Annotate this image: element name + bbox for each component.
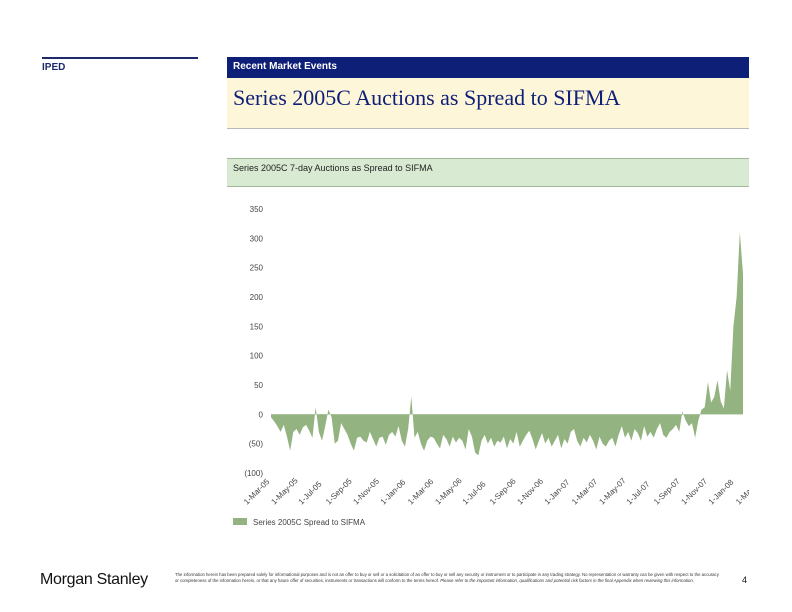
chart-header: Series 2005C 7-day Auctions as Spread to…: [227, 158, 749, 187]
x-tick-label: 1-May-06: [433, 476, 464, 507]
y-tick-label: 250: [250, 264, 264, 273]
chart-legend: Series 2005C Spread to SIFMA: [233, 518, 366, 527]
x-tick-label: 1-Jan-07: [543, 477, 572, 506]
chart-subtitle: Series 2005C 7-day Auctions as Spread to…: [233, 163, 433, 173]
x-tick-label: 1-Mar-06: [406, 477, 436, 507]
x-tick-label: 1-Jul-07: [625, 479, 652, 506]
legend-label: Series 2005C Spread to SIFMA: [253, 518, 366, 527]
x-tick-label: 1-May-07: [597, 476, 628, 507]
x-tick-label: 1-Mar-05: [242, 477, 272, 507]
x-tick-label: 1-Nov-05: [351, 476, 381, 506]
page-number: 4: [742, 575, 748, 585]
title-box: Series 2005C Auctions as Spread to SIFMA: [227, 78, 749, 129]
x-tick-label: 1-Sep-05: [324, 476, 354, 506]
y-tick-label: 0: [259, 410, 264, 419]
legend-swatch: [233, 518, 247, 525]
section-label: Recent Market Events: [233, 61, 337, 72]
x-tick-label: 1-Jan-06: [379, 477, 408, 506]
y-axis-ticks: 350 300 250 200 150 100 50 0 (50) (100): [244, 205, 263, 478]
x-tick-label: 1-Jul-06: [461, 479, 488, 506]
plot-area: [271, 232, 743, 456]
section-bar: Recent Market Events: [227, 57, 749, 78]
y-tick-label: 300: [250, 234, 264, 243]
x-tick-label: 1-Jul-05: [297, 479, 324, 506]
page-title: Series 2005C Auctions as Spread to SIFMA: [233, 85, 621, 110]
x-axis-ticks: 1-Mar-051-May-051-Jul-05 1-Sep-051-Nov-05…: [242, 476, 749, 507]
x-tick-label: 1-Nov-07: [679, 476, 709, 506]
morgan-stanley-logo: Morgan Stanley: [40, 571, 148, 588]
division-label: IPED: [42, 62, 66, 73]
disclaimer-italic: Please refer to the important informatio…: [440, 578, 695, 584]
x-tick-label: 1-Sep-07: [652, 476, 682, 506]
disclaimer-body: The information herein has been prepared…: [175, 572, 719, 584]
y-tick-label: 100: [250, 352, 264, 361]
x-tick-label: 1-Mar-08: [734, 477, 749, 507]
series-area: [271, 232, 743, 456]
x-tick-label: 1-Nov-06: [515, 476, 545, 506]
x-tick-label: 1-Sep-06: [488, 476, 518, 506]
y-tick-label: 200: [250, 293, 264, 302]
chart-container: 350 300 250 200 150 100 50 0 (50) (100) 1-Mar-05 1…: [227, 187, 749, 540]
y-tick-label: 150: [250, 322, 264, 331]
x-tick-label: 1-Mar-07: [570, 477, 600, 507]
x-tick-label: 1-Jan-08: [707, 477, 736, 506]
disclaimer-text: The information herein has been prepared…: [175, 572, 720, 585]
y-tick-label: 350: [250, 205, 264, 214]
x-tick-label: 1-May-05: [269, 476, 300, 507]
left-divider-rule: [42, 57, 198, 59]
y-tick-label: (100): [244, 469, 263, 478]
y-tick-label: 50: [254, 381, 263, 390]
y-tick-label: (50): [249, 440, 264, 449]
